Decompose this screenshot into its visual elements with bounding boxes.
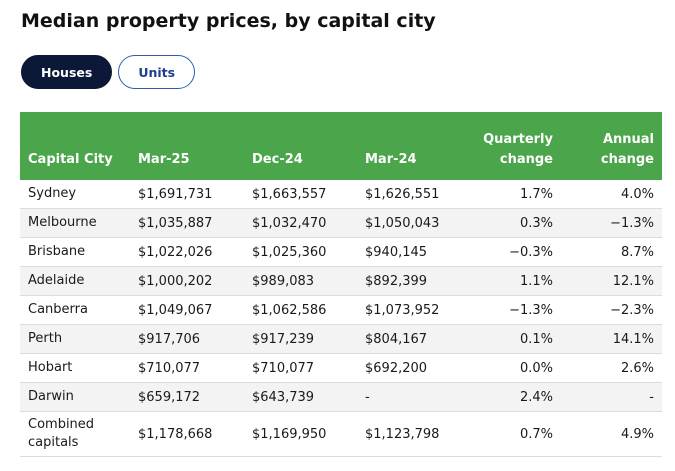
- tab[interactable]: Houses: [21, 55, 113, 89]
- value-cell: −1.3%: [460, 295, 561, 325]
- value-cell: 12.1%: [561, 266, 662, 296]
- table-body: Sydney $1,691,731 $1,663,557 $1,626,551 1.7%…: [20, 180, 662, 457]
- value-cell: $1,062,586: [244, 295, 357, 325]
- column-header: Quarterly change: [460, 112, 561, 180]
- value-cell: 4.9%: [561, 411, 662, 457]
- column-header: Annual change: [561, 112, 662, 180]
- column-header: Capital City: [20, 112, 130, 180]
- value-cell: $917,239: [244, 324, 357, 354]
- value-cell: 0.0%: [460, 353, 561, 383]
- title: Median property prices, by capital city: [21, 10, 436, 32]
- value-cell: 4.0%: [561, 180, 662, 209]
- value-cell: $659,172: [130, 382, 244, 412]
- value-cell: $804,167: [357, 324, 460, 354]
- table-row: Canberra $1,049,067 $1,062,586 $1,073,952 −1…: [20, 295, 662, 325]
- column-header: Mar-24: [357, 112, 460, 180]
- value-cell: $1,050,043: [357, 208, 460, 238]
- value-cell: 14.1%: [561, 324, 662, 354]
- value-cell: $1,035,887: [130, 208, 244, 238]
- value-cell: $989,083: [244, 266, 357, 296]
- tab-bar: Houses Units: [21, 55, 196, 89]
- value-cell: $1,032,470: [244, 208, 357, 238]
- value-cell: 0.7%: [460, 411, 561, 457]
- value-cell: $1,049,067: [130, 295, 244, 325]
- value-cell: $1,073,952: [357, 295, 460, 325]
- tab[interactable]: Units: [118, 55, 196, 89]
- value-cell: 2.6%: [561, 353, 662, 383]
- value-cell: $710,077: [244, 353, 357, 383]
- price-table: Capital City Mar-25 Dec-24 Mar-24 Quarterly …: [20, 112, 662, 457]
- value-cell: -: [357, 382, 460, 412]
- column-header: Mar-25: [130, 112, 244, 180]
- value-cell: $1,123,798: [357, 411, 460, 457]
- value-cell: 2.4%: [460, 382, 561, 412]
- value-cell: $692,200: [357, 353, 460, 383]
- value-cell: 0.3%: [460, 208, 561, 238]
- value-cell: $1,022,026: [130, 237, 244, 267]
- value-cell: −1.3%: [561, 208, 662, 238]
- city-cell: Melbourne: [20, 208, 130, 238]
- value-cell: 1.1%: [460, 266, 561, 296]
- value-cell: $1,178,668: [130, 411, 244, 457]
- value-cell: $1,663,557: [244, 180, 357, 209]
- value-cell: $1,000,202: [130, 266, 244, 296]
- value-cell: $917,706: [130, 324, 244, 354]
- table-row: Darwin $659,172 $643,739-2.4% -: [20, 382, 662, 412]
- value-cell: −2.3%: [561, 295, 662, 325]
- value-cell: $892,399: [357, 266, 460, 296]
- table-row: Brisbane $1,022,026 $1,025,360 $940,145 −0.3…: [20, 237, 662, 267]
- table-row: Adelaide $1,000,202 $989,083 $892,399 1.1% 12…: [20, 266, 662, 296]
- city-cell: Sydney: [20, 180, 130, 209]
- city-cell: Darwin: [20, 382, 130, 412]
- city-cell: Hobart: [20, 353, 130, 383]
- city-cell: Adelaide: [20, 266, 130, 296]
- table-row: Melbourne $1,035,887 $1,032,470 $1,050,043 0…: [20, 208, 662, 238]
- value-cell: $1,025,360: [244, 237, 357, 267]
- value-cell: 8.7%: [561, 237, 662, 267]
- city-cell: Canberra: [20, 295, 130, 325]
- value-cell: $710,077: [130, 353, 244, 383]
- city-cell: Combined capitals: [20, 411, 130, 457]
- value-cell: $643,739: [244, 382, 357, 412]
- column-header: Dec-24: [244, 112, 357, 180]
- value-cell: $1,169,950: [244, 411, 357, 457]
- city-cell: Perth: [20, 324, 130, 354]
- value-cell: 1.7%: [460, 180, 561, 209]
- value-cell: $1,626,551: [357, 180, 460, 209]
- value-cell: -: [561, 382, 662, 412]
- value-cell: −0.3%: [460, 237, 561, 267]
- table-row: Hobart $710,077 $710,077 $692,200 0.0% 2.6%: [20, 353, 662, 383]
- value-cell: $940,145: [357, 237, 460, 267]
- value-cell: 0.1%: [460, 324, 561, 354]
- table-row: Perth $917,706 $917,239 $804,167 0.1% 14.1%: [20, 324, 662, 354]
- table-row: Combined capitals $1,178,668 $1,169,950 $1,…: [20, 411, 662, 457]
- value-cell: $1,691,731: [130, 180, 244, 209]
- table-row: Sydney $1,691,731 $1,663,557 $1,626,551 1.7%…: [20, 180, 662, 209]
- city-cell: Brisbane: [20, 237, 130, 267]
- header-row: Capital City Mar-25 Dec-24 Mar-24 Quarterly …: [20, 112, 662, 180]
